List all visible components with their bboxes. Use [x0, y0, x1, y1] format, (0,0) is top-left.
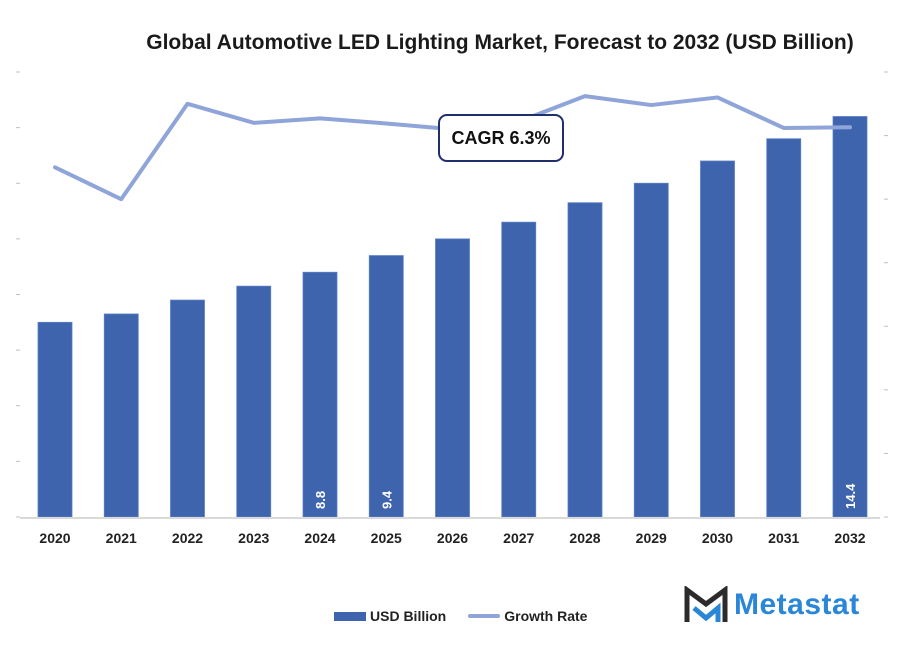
- bar-2022[interactable]: [170, 299, 205, 518]
- metastat-logo: Metastat: [684, 586, 860, 624]
- x-tick-label: 2022: [172, 530, 203, 546]
- x-tick-label: 2020: [39, 530, 70, 546]
- bar-2027[interactable]: [501, 221, 537, 518]
- x-tick-label: 2030: [702, 530, 733, 546]
- cagr-annotation: CAGR 6.3%: [438, 114, 564, 162]
- bar-2021[interactable]: [103, 313, 139, 518]
- bar-data-label: 14.4: [843, 483, 858, 509]
- legend-label-growth-rate: Growth Rate: [504, 608, 588, 624]
- legend-item-growth-rate[interactable]: Growth Rate: [468, 608, 587, 624]
- x-tick-label: 2021: [106, 530, 137, 546]
- x-tick-label: 2026: [437, 530, 468, 546]
- bar-2024[interactable]: [302, 271, 338, 518]
- x-tick-label: 2027: [503, 530, 534, 546]
- x-axis-labels: 2020 2021 2022 2023 2024 2025 2026 2027 2028 2029…: [39, 530, 865, 546]
- bar-2032[interactable]: [832, 116, 868, 518]
- legend-line-swatch: [468, 614, 501, 618]
- left-axis-ticks: [16, 71, 20, 518]
- metastat-m-icon: [684, 586, 728, 622]
- bar-2025[interactable]: [368, 255, 404, 518]
- x-tick-label: 2029: [636, 530, 667, 546]
- x-tick-label: 2025: [371, 530, 402, 546]
- bar-2031[interactable]: [766, 138, 802, 518]
- legend-label-usd-billion: USD Billion: [370, 608, 447, 624]
- bar-2029[interactable]: [633, 182, 669, 518]
- x-tick-label: 2032: [834, 530, 865, 546]
- legend-bar-swatch: [334, 611, 366, 621]
- bar-2020[interactable]: [37, 321, 73, 518]
- right-axis-ticks: [884, 71, 888, 518]
- bar-2023[interactable]: [236, 285, 272, 518]
- bar-data-label: 8.8: [313, 491, 328, 509]
- legend: USD Billion Growth Rate: [334, 608, 609, 624]
- data-labels: 8.8 9.4 14.4: [313, 483, 858, 509]
- legend-item-usd-billion[interactable]: USD Billion: [334, 608, 446, 624]
- bar-data-label: 9.4: [379, 490, 394, 509]
- logo-text: Metastat: [734, 588, 860, 621]
- x-tick-label: 2024: [304, 530, 335, 546]
- x-tick-label: 2023: [238, 530, 269, 546]
- x-tick-label: 2031: [768, 530, 799, 546]
- x-tick-label: 2028: [569, 530, 600, 546]
- bar-2030[interactable]: [700, 160, 735, 518]
- chart-title: Global Automotive LED Lighting Market, F…: [146, 31, 854, 54]
- bar-2028[interactable]: [567, 202, 603, 518]
- bar-2026[interactable]: [435, 238, 470, 518]
- bar-series: [37, 116, 868, 518]
